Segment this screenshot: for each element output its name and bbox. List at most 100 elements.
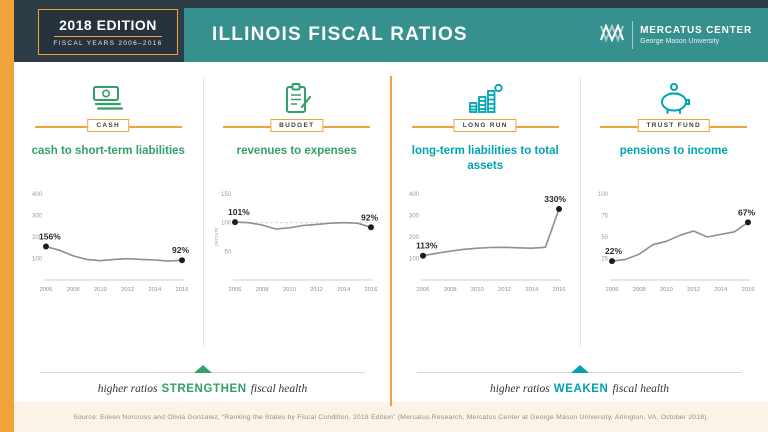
category-rule: CASH [34, 119, 182, 132]
fiscal-years-label: FISCAL YEARS 2006–2016 [53, 40, 163, 47]
logo-separator [632, 21, 634, 49]
svg-text:100: 100 [598, 192, 609, 198]
svg-text:2012: 2012 [498, 287, 511, 293]
category-label-cash: CASH [87, 119, 130, 132]
svg-text:2016: 2016 [553, 287, 566, 293]
weaken-note: higher ratios WEAKEN fiscal health [391, 364, 768, 414]
svg-text:150: 150 [221, 192, 232, 198]
svg-text:200: 200 [32, 235, 43, 241]
svg-text:2010: 2010 [94, 287, 107, 293]
panel-long-run: LONG RUN long-term liabilities to total … [391, 74, 580, 362]
edition-title: 2018 EDITION [59, 17, 157, 33]
content-area: CASH cash to short-term liabilities 100 2… [14, 62, 768, 406]
category-label-long-run: LONG RUN [453, 119, 517, 132]
svg-text:2010: 2010 [471, 287, 484, 293]
svg-text:2010: 2010 [283, 287, 296, 293]
svg-text:2010: 2010 [660, 287, 673, 293]
svg-text:2012: 2012 [121, 287, 134, 293]
weaken-text: higher ratios WEAKEN fiscal health [391, 383, 768, 395]
svg-text:101%: 101% [228, 207, 250, 217]
svg-text:2016: 2016 [741, 287, 754, 293]
svg-text:25: 25 [601, 257, 608, 263]
svg-text:2006: 2006 [40, 287, 53, 293]
panel-divider [579, 78, 581, 346]
chart-title-trust-fund: pensions to income [619, 145, 728, 157]
logo-name: MERCATUS CENTER [640, 25, 752, 36]
category-rule: LONG RUN [411, 119, 559, 132]
logo-subtitle: George Mason University [640, 38, 720, 45]
svg-text:92%: 92% [361, 212, 378, 222]
svg-text:400: 400 [409, 192, 420, 198]
svg-text:2006: 2006 [417, 287, 430, 293]
svg-text:400: 400 [32, 192, 43, 198]
coin-stacks-icon [466, 74, 504, 116]
cash-icon [89, 74, 127, 116]
source-bar: Source: Eileen Norcross and Olivia Gonza… [14, 402, 768, 432]
chart-panels: CASH cash to short-term liabilities 100 2… [14, 62, 768, 362]
up-triangle-green-icon [193, 365, 212, 373]
category-rule: BUDGET [223, 119, 371, 132]
strengthen-suffix: fiscal health [250, 383, 308, 395]
svg-text:2014: 2014 [714, 287, 728, 293]
svg-text:100: 100 [409, 257, 420, 263]
weaken-prefix: higher ratios [489, 383, 550, 395]
up-triangle-teal-icon [570, 365, 589, 373]
svg-text:113%: 113% [416, 241, 438, 251]
svg-text:2016: 2016 [364, 287, 377, 293]
mercatus-logo: MERCATUS CENTER George Mason University [599, 8, 752, 62]
piggy-bank-icon [655, 74, 693, 116]
weaken-suffix: fiscal health [612, 383, 669, 395]
logo-text: MERCATUS CENTER George Mason University [640, 25, 752, 45]
svg-text:100: 100 [221, 221, 232, 227]
header: 2018 EDITION FISCAL YEARS 2006–2016 ILLI… [14, 0, 768, 62]
gold-edge-stripe [0, 0, 14, 432]
panel-divider [202, 78, 204, 346]
category-label-trust-fund: TRUST FUND [637, 119, 710, 132]
category-label-budget: BUDGET [270, 119, 324, 132]
strengthen-note: higher ratios STRENGTHEN fiscal health [14, 364, 391, 414]
svg-text:2008: 2008 [444, 287, 457, 293]
svg-text:2014: 2014 [149, 287, 163, 293]
svg-text:200: 200 [409, 235, 420, 241]
category-rule: TRUST FUND [600, 119, 748, 132]
svg-text:67%: 67% [738, 207, 755, 217]
svg-text:156%: 156% [39, 232, 61, 242]
svg-text:2006: 2006 [228, 287, 241, 293]
header-teal-band [184, 8, 768, 62]
svg-text:22%: 22% [605, 246, 622, 256]
center-gold-divider [390, 76, 392, 406]
svg-text:2014: 2014 [526, 287, 540, 293]
strengthen-text: higher ratios STRENGTHEN fiscal health [14, 383, 391, 395]
edition-divider [54, 36, 162, 37]
svg-text:100: 100 [32, 257, 43, 263]
panel-cash: CASH cash to short-term liabilities 100 2… [14, 74, 203, 362]
svg-text:2008: 2008 [67, 287, 80, 293]
panel-budget: BUDGET revenues to expenses 50 100 150 perc… [203, 74, 392, 362]
edition-box: 2018 EDITION FISCAL YEARS 2006–2016 [38, 9, 178, 55]
svg-text:330%: 330% [545, 194, 567, 204]
budget-clipboard-icon [281, 74, 313, 116]
line-chart-cash: 100 200 300 400 2006 2008 2010 2012 2014 2016 156%… [22, 180, 194, 315]
svg-text:2016: 2016 [176, 287, 189, 293]
page-title: ILLINOIS FISCAL RATIOS [212, 24, 468, 45]
source-citation: Source: Eileen Norcross and Olivia Gonza… [73, 413, 709, 421]
svg-text:300: 300 [32, 214, 43, 220]
line-chart-long-run: 100 200 300 400 2006 2008 2010 2012 2014 2016 113%… [399, 180, 571, 315]
chart-title-long-run: long-term liabilities to total assets [411, 145, 559, 172]
line-chart-budget: 50 100 150 percent 2006 2008 2010 2012 2014 2016 1… [211, 180, 383, 315]
svg-text:2006: 2006 [605, 287, 618, 293]
panel-trust-fund: TRUST FUND pensions to income 25 50 75 100 2… [580, 74, 768, 362]
strengthen-keyword: STRENGTHEN [161, 383, 247, 395]
mercatus-logo-icon [599, 20, 625, 51]
svg-text:2014: 2014 [337, 287, 351, 293]
svg-text:2012: 2012 [310, 287, 323, 293]
legend-notes: higher ratios STRENGTHEN fiscal health hig… [14, 364, 768, 414]
svg-text:2008: 2008 [255, 287, 268, 293]
svg-text:2012: 2012 [687, 287, 700, 293]
svg-text:percent: percent [214, 227, 220, 246]
svg-text:75: 75 [601, 214, 608, 220]
chart-title-budget: revenues to expenses [236, 145, 357, 157]
weaken-keyword: WEAKEN [553, 383, 609, 395]
chart-title-cash: cash to short-term liabilities [31, 145, 185, 157]
